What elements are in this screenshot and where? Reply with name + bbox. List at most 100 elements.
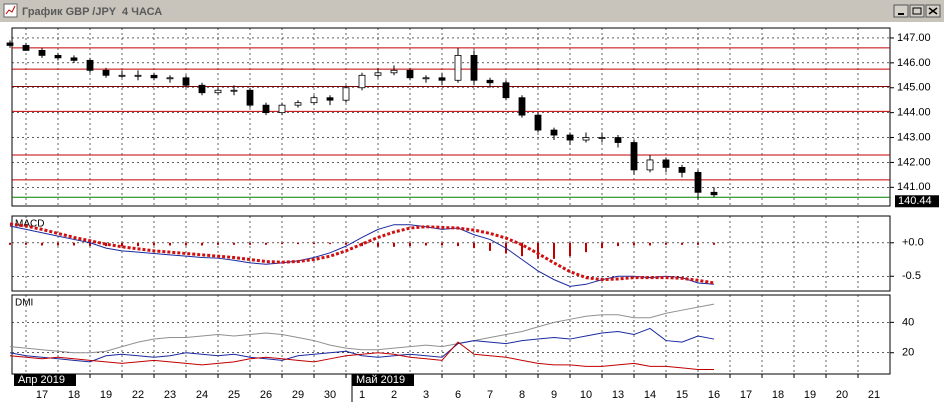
x-tick-label: 30 [324,389,336,401]
x-tick-label: 8 [519,389,525,401]
candle-body [342,87,350,101]
candle-body [214,89,222,94]
candle-body [614,137,622,143]
candle-body [518,97,526,116]
indicator-line [9,341,714,370]
histogram-bar [681,242,683,245]
candle-body [310,97,318,104]
candle-body [150,74,158,79]
x-tick-label: 1 [359,389,365,401]
window-icon-line [5,5,16,15]
candle-body [534,114,542,131]
histogram-bar [185,242,187,246]
histogram-bar [601,242,603,249]
indicator-line [9,327,715,363]
candle-body [422,77,430,80]
histogram-bar [345,242,347,245]
histogram-bar [89,242,91,247]
histogram-bar [521,242,523,257]
y-tick-label: 143.00 [897,131,931,143]
histogram-bar [409,242,411,247]
x-tick-label: 18 [68,389,80,401]
candle-body [710,191,718,196]
histogram-bar [393,242,395,247]
histogram-bar [569,242,571,257]
histogram-bar [137,242,139,247]
x-tick-label: 22 [132,389,144,401]
panel-label: MACD [15,219,44,230]
candle-body [102,69,110,76]
candle-body [118,74,126,77]
title-bar [0,0,944,22]
window-buttons[interactable] [893,4,941,18]
histogram-bar [313,242,315,245]
candle-body [22,45,30,51]
candle-body [70,57,78,61]
panel-frame [11,27,891,207]
x-tick-label: 13 [612,389,624,401]
x-tick-label: 6 [455,389,461,401]
y-tick-label: 20 [902,347,914,359]
x-tick-label: 29 [292,389,304,401]
y-tick-label: 141.00 [897,181,931,193]
histogram-bar [249,242,251,245]
panel-label: DMI [15,298,33,309]
x-tick-label: 25 [228,389,240,401]
candle-body [182,77,190,86]
x-tick-label: 16 [708,389,720,401]
candle-body [134,74,142,77]
histogram-bar [553,242,555,259]
candle-body [582,137,590,141]
y-tick-label: +0.0 [902,237,924,249]
candle-body [38,50,46,56]
candle-body [390,69,398,74]
candle-body [550,129,558,136]
minimize-button[interactable] [893,4,909,18]
month-label-bg [352,374,414,386]
histogram-bar [665,242,667,245]
x-tick-label: 17 [36,389,48,401]
x-tick-label: 24 [196,389,208,401]
candle-body [262,104,270,114]
indicator-line [9,224,715,287]
histogram-bar [41,242,43,246]
candle-body [470,54,478,81]
histogram-bar [473,242,475,249]
histogram-bar [153,242,155,246]
histogram-bar [697,242,699,245]
histogram-bar [265,242,267,245]
histogram-bar [585,242,587,253]
candle-body [54,54,62,59]
y-tick-label: 147.00 [897,32,931,44]
candle-body [694,171,702,193]
x-tick-label: 3 [423,389,429,401]
histogram-bar [457,242,459,247]
histogram-bar [617,242,619,247]
x-tick-label: 15 [676,389,688,401]
candle-body [230,89,238,92]
x-tick-label: 10 [580,389,592,401]
candle-body [662,159,670,168]
candle-body [294,102,302,106]
candle-body [246,89,254,106]
panel-frame [11,215,891,292]
histogram-bar [649,242,651,246]
histogram-bar [73,242,75,246]
indicator-line [9,222,715,285]
y-tick-label: 145.00 [897,82,931,94]
candle-body [598,137,606,139]
maximize-button[interactable] [909,4,925,18]
indicator-line [9,303,715,354]
x-tick-label: 9 [551,389,557,401]
histogram-bar [105,242,107,247]
histogram-bar [633,242,635,246]
candle-body [166,77,174,80]
candle-body [374,72,382,76]
x-tick-label: 19 [804,389,816,401]
candle-body [278,104,286,114]
histogram-bar [713,242,715,245]
y-tick-label: 144.00 [897,107,931,119]
window-title: График GBP /JPY 4 ЧАСА [22,6,162,18]
last-price-box [895,195,939,208]
month-label: Май 2019 [356,374,405,386]
